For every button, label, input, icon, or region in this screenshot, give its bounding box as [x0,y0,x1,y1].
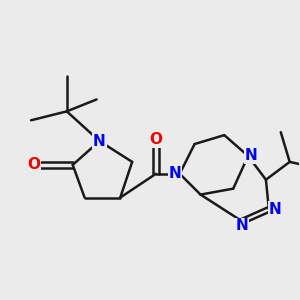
Text: O: O [149,132,162,147]
Text: N: N [245,148,257,164]
Text: N: N [236,218,248,233]
Text: O: O [28,158,40,172]
Text: N: N [268,202,281,217]
Text: N: N [93,134,106,148]
Text: N: N [169,166,182,181]
